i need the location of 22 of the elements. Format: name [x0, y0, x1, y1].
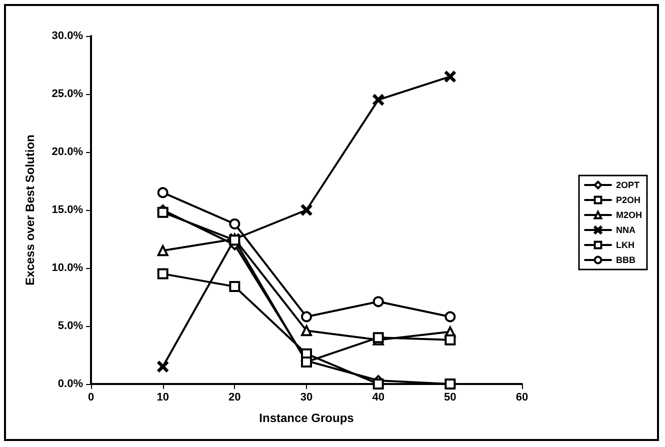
- y-tick-label: 30.0%: [52, 30, 84, 42]
- y-tick-label: 5.0%: [58, 320, 84, 332]
- x-tick-label: 40: [372, 392, 384, 404]
- y-tick-label: 25.0%: [52, 88, 84, 100]
- legend-label: 2OPT: [616, 180, 640, 190]
- y-tick-label: 20.0%: [52, 146, 84, 158]
- y-tick-label: 15.0%: [52, 204, 84, 216]
- x-tick-label: 60: [516, 392, 528, 404]
- x-axis-title: Instance Groups: [259, 411, 354, 425]
- x-tick-label: 20: [228, 392, 241, 404]
- legend-label: LKH: [616, 240, 634, 250]
- legend-label: P2OH: [616, 195, 641, 205]
- x-tick-label: 0: [88, 392, 94, 404]
- legend-label: BBB: [616, 255, 636, 265]
- y-tick-label: 10.0%: [52, 262, 84, 274]
- x-tick-label: 50: [444, 392, 456, 404]
- y-tick-label: 0.0%: [58, 378, 84, 390]
- legend-label: M2OH: [616, 210, 642, 220]
- x-tick-label: 30: [300, 392, 313, 404]
- legend-label: NNA: [616, 225, 636, 235]
- y-axis-title: Excess over Best Solution: [23, 134, 37, 286]
- x-tick-label: 10: [156, 392, 169, 404]
